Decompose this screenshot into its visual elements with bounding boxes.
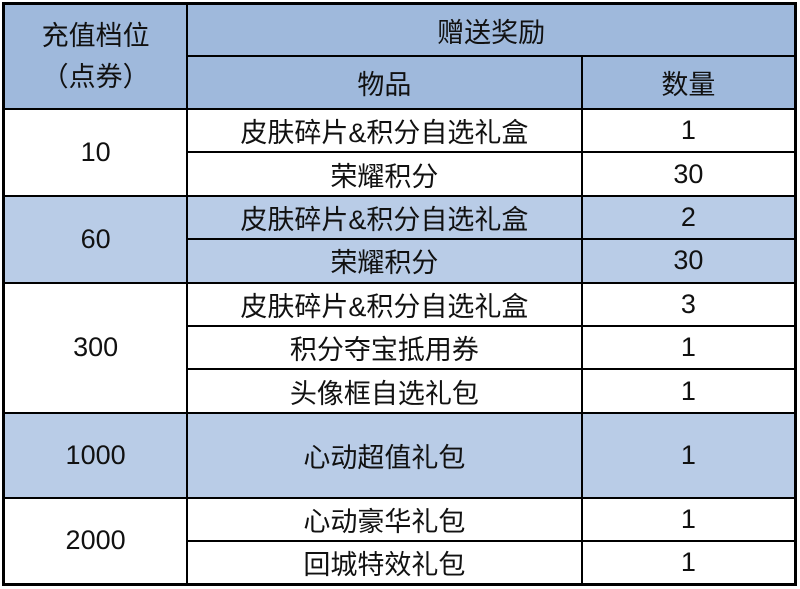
table-row: 积分夺宝抵用券 1 bbox=[4, 325, 797, 371]
reward-item: 回城特效礼包 bbox=[186, 540, 583, 586]
table-row: 头像框自选礼包 1 bbox=[4, 368, 797, 414]
header-row-top: 充值档位 （点券） 赠送奖励 bbox=[2, 2, 797, 110]
reward-item: 皮肤碎片&积分自选礼盒 bbox=[186, 194, 583, 241]
header-row-sub: 物品 数量 bbox=[4, 55, 797, 110]
reward-item: 心动超值礼包 bbox=[186, 411, 583, 499]
tier-header-line2: （点券） bbox=[41, 61, 150, 92]
reward-item: 荣耀积分 bbox=[186, 238, 583, 284]
table-row: 回城特效礼包 1 bbox=[4, 540, 797, 586]
tier-value: 60 bbox=[2, 194, 189, 284]
table-row: 300 皮肤碎片&积分自选礼盒 3 bbox=[2, 281, 797, 414]
reward-item: 皮肤碎片&积分自选礼盒 bbox=[186, 281, 583, 328]
reward-quantity: 1 bbox=[580, 411, 797, 499]
reward-quantity: 30 bbox=[580, 151, 797, 197]
reward-quantity: 1 bbox=[580, 540, 797, 586]
reward-quantity: 1 bbox=[580, 325, 797, 371]
table-row: 60 皮肤碎片&积分自选礼盒 2 bbox=[2, 194, 797, 284]
reward-item: 积分夺宝抵用券 bbox=[186, 325, 583, 371]
item-column-header: 物品 bbox=[186, 55, 583, 110]
table-row: 荣耀积分 30 bbox=[4, 238, 797, 284]
reward-quantity: 30 bbox=[580, 238, 797, 284]
reward-quantity: 3 bbox=[580, 281, 797, 328]
reward-quantity: 1 bbox=[580, 107, 797, 154]
table-row: 10 皮肤碎片&积分自选礼盒 1 bbox=[2, 107, 797, 197]
reward-item: 荣耀积分 bbox=[186, 151, 583, 197]
reward-item: 皮肤碎片&积分自选礼盒 bbox=[186, 107, 583, 154]
table-row: 2000 心动豪华礼包 1 bbox=[2, 496, 797, 586]
tier-value: 1000 bbox=[2, 411, 189, 499]
tier-header-line1: 充值档位 bbox=[41, 21, 150, 51]
reward-quantity: 1 bbox=[580, 368, 797, 414]
tier-value: 10 bbox=[2, 108, 189, 197]
table-header: 充值档位 （点券） 赠送奖励 物品 数量 bbox=[2, 2, 797, 110]
rewards-group-header: 赠送奖励 bbox=[186, 2, 797, 57]
table-row: 1000 心动超值礼包 1 bbox=[2, 411, 797, 499]
reward-quantity: 2 bbox=[580, 194, 797, 241]
table-row: 荣耀积分 30 bbox=[4, 151, 797, 197]
quantity-column-header: 数量 bbox=[580, 55, 797, 110]
tier-value: 300 bbox=[2, 281, 189, 414]
tier-value: 2000 bbox=[2, 496, 189, 586]
tier-column-header: 充值档位 （点券） bbox=[2, 2, 189, 110]
reward-item: 心动豪华礼包 bbox=[186, 496, 583, 543]
reward-quantity: 1 bbox=[580, 496, 797, 543]
reward-item: 头像框自选礼包 bbox=[186, 368, 583, 414]
rewards-table-body: 10 皮肤碎片&积分自选礼盒 1 荣耀积分 30 60 皮肤碎片&积分自选礼盒 2 荣耀积分 30… bbox=[2, 107, 797, 586]
